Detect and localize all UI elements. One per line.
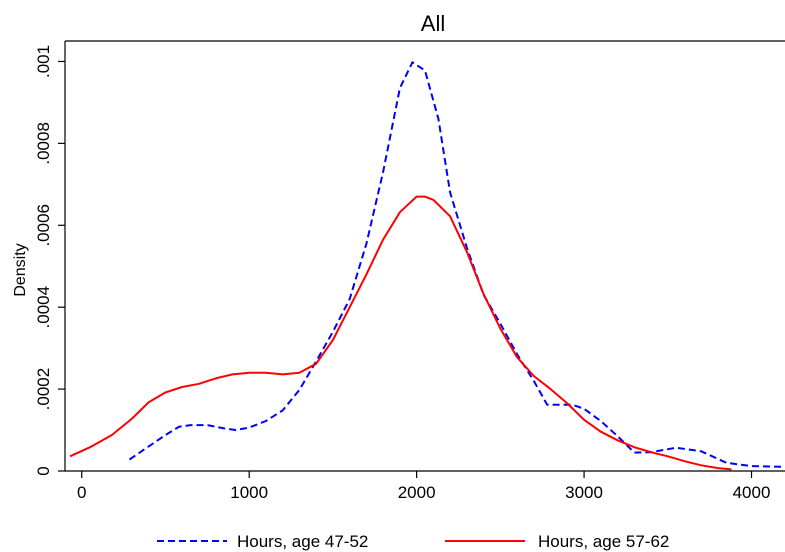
y-tick-label: .0006 xyxy=(34,204,53,247)
legend: Hours, age 47-52 Hours, age 57-62 xyxy=(157,532,669,551)
legend-label: Hours, age 47-52 xyxy=(237,532,368,551)
x-tick-label: 0 xyxy=(77,483,86,502)
y-tick-label: .001 xyxy=(34,45,53,78)
chart-title: All xyxy=(421,11,445,36)
y-axis-label: Density xyxy=(12,243,29,296)
legend-label: Hours, age 57-62 xyxy=(538,532,669,551)
x-axis: 0 1000 2000 3000 4000 xyxy=(77,471,770,502)
y-tick-label: .0008 xyxy=(34,122,53,165)
y-tick-label: .0004 xyxy=(34,286,53,329)
y-tick-label: .0002 xyxy=(34,368,53,411)
x-tick-label: 3000 xyxy=(565,483,603,502)
y-tick-label: 0 xyxy=(34,466,53,475)
y-axis: 0 .0002 .0004 .0006 .0008 .001 xyxy=(34,45,65,476)
series-layer xyxy=(69,61,785,471)
x-tick-label: 2000 xyxy=(398,483,436,502)
plot-area xyxy=(64,40,785,472)
x-tick-label: 4000 xyxy=(733,483,771,502)
series-line-1 xyxy=(128,61,785,468)
series-line-2 xyxy=(69,195,732,471)
x-tick-label: 1000 xyxy=(230,483,268,502)
